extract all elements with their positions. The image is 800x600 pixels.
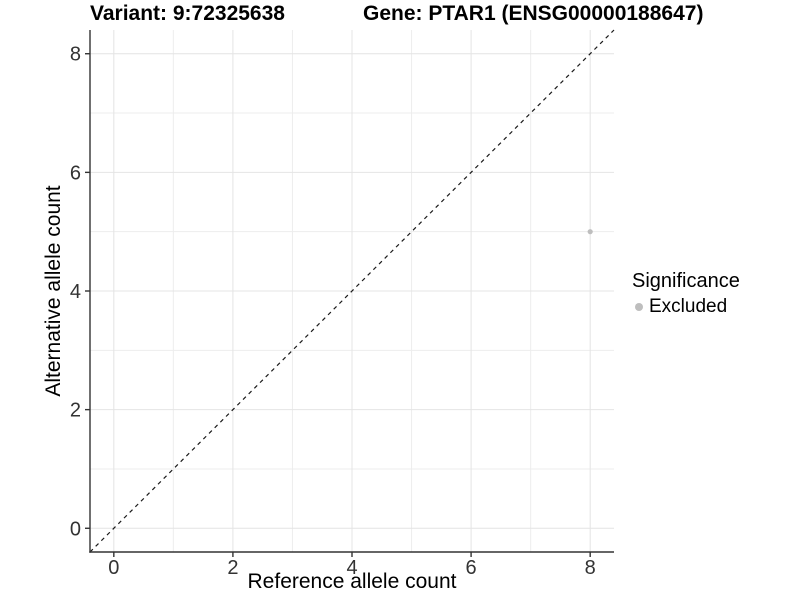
y-tick-label: 8 xyxy=(70,44,81,66)
legend-item: Excluded xyxy=(630,296,740,318)
x-tick-label: 8 xyxy=(585,557,596,579)
y-tick-label: 0 xyxy=(70,518,81,540)
y-axis-label: Alternative allele count xyxy=(42,185,65,397)
data-point xyxy=(587,229,593,235)
plot-title-variant: Variant: 9:72325638 xyxy=(90,2,285,25)
legend-item-label: Excluded xyxy=(649,296,728,317)
x-tick-label: 2 xyxy=(227,557,238,579)
x-tick-label: 6 xyxy=(466,557,477,579)
legend-title: Significance xyxy=(632,270,740,292)
x-tick-label: 0 xyxy=(108,557,119,579)
legend: Significance Excluded xyxy=(630,270,740,318)
identity-dashed-line xyxy=(89,29,615,553)
y-tick-label: 4 xyxy=(70,281,81,303)
y-tick-label: 2 xyxy=(70,400,81,422)
plot-title-gene: Gene: PTAR1 (ENSG00000188647) xyxy=(363,2,704,25)
y-tick-label: 6 xyxy=(70,162,81,184)
x-axis-label: Reference allele count xyxy=(247,570,457,593)
legend-point-icon xyxy=(635,303,643,311)
x-tick-label: 4 xyxy=(346,557,357,579)
